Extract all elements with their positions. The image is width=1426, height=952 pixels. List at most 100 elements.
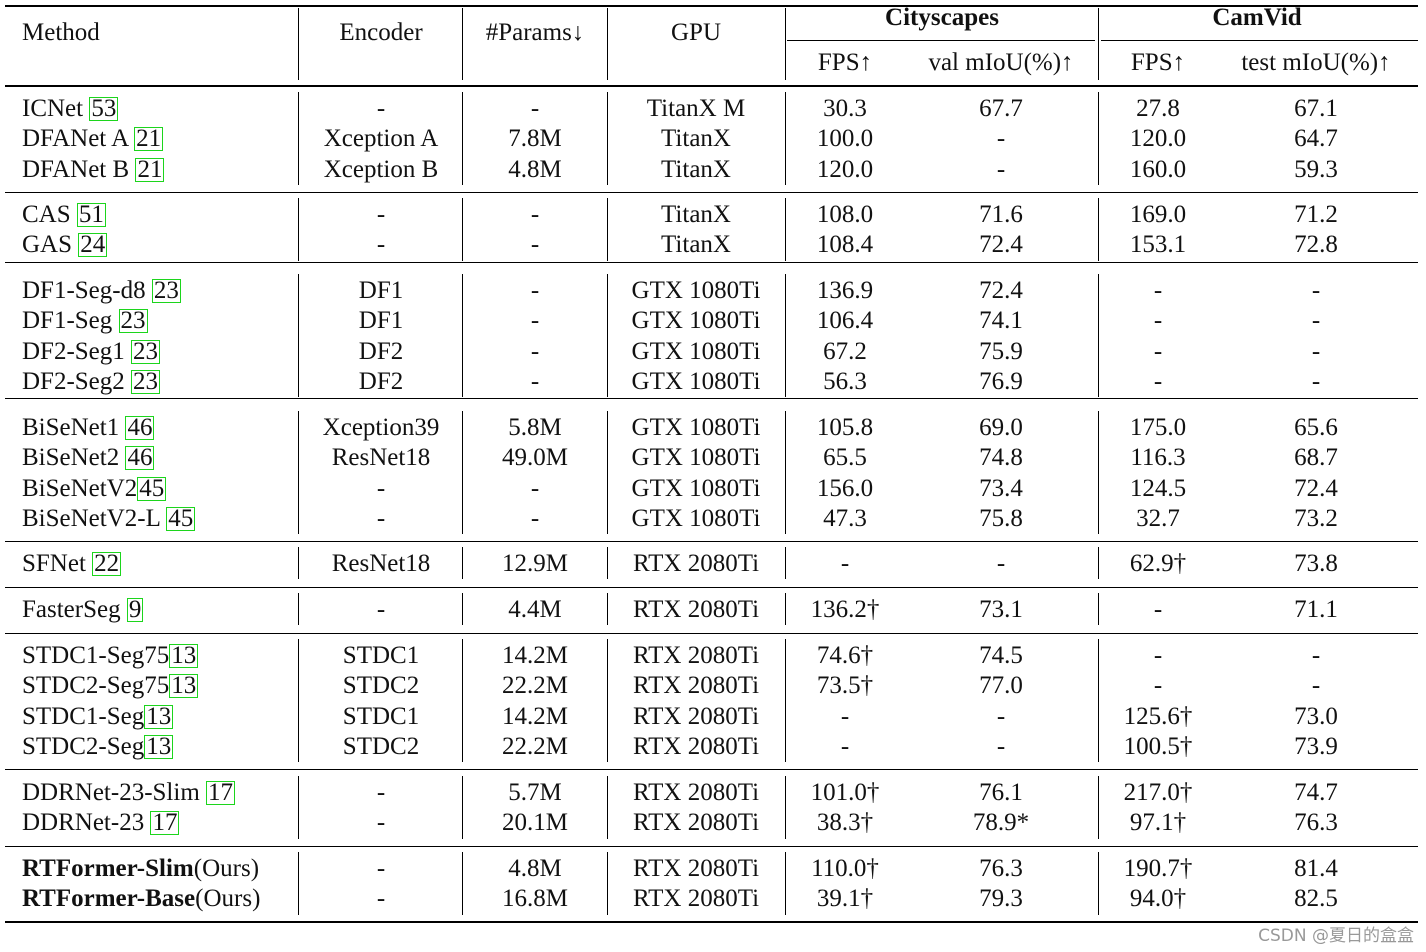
cam-fps-cell: 169.0 bbox=[1129, 201, 1187, 228]
column-divider bbox=[1098, 776, 1100, 839]
header-camvid: CamVid bbox=[1212, 4, 1302, 31]
gpu-cell: GTX 1080Ti bbox=[631, 367, 761, 395]
header-divider bbox=[462, 8, 464, 80]
gpu-cell: RTX 2080Ti bbox=[632, 702, 760, 730]
params-cell: 4.8M bbox=[508, 155, 562, 183]
citation-link[interactable]: 23 bbox=[131, 337, 161, 365]
column-divider bbox=[607, 92, 609, 185]
citation-link[interactable]: 23 bbox=[131, 367, 161, 395]
group-rule bbox=[5, 262, 1418, 264]
citation-link[interactable]: 51 bbox=[76, 201, 106, 228]
params-cell: 20.1M bbox=[502, 809, 568, 837]
city-miou-cell: 74.1 bbox=[979, 307, 1023, 335]
city-fps-cell: 74.6† bbox=[816, 642, 874, 669]
method-cell: RTFormer-Slim(Ours) bbox=[22, 854, 259, 884]
column-divider bbox=[1098, 639, 1100, 763]
encoder-cell: ResNet18 bbox=[331, 550, 431, 577]
city-fps-cell: 100.0 bbox=[816, 125, 874, 153]
gpu-cell: GTX 1080Ti bbox=[631, 277, 761, 304]
method-cell: CAS 51 bbox=[22, 200, 106, 230]
citation-link[interactable]: 13 bbox=[169, 672, 199, 700]
column-divider bbox=[462, 411, 464, 535]
cam-miou-cell: - bbox=[1311, 307, 1321, 335]
encoder-cell: DF2 bbox=[358, 367, 404, 395]
method-cell: DF2-Seg1 23 bbox=[22, 337, 161, 367]
method-cell: FasterSeg 9 bbox=[22, 595, 144, 625]
group-rule bbox=[5, 633, 1418, 635]
params-cell: 5.7M bbox=[508, 779, 562, 806]
column-divider bbox=[785, 92, 787, 185]
citation-link[interactable]: 13 bbox=[144, 732, 174, 760]
cam-fps-cell: - bbox=[1153, 642, 1163, 669]
citation-link[interactable]: 17 bbox=[150, 809, 180, 837]
cam-fps-cell: 100.5† bbox=[1123, 732, 1193, 760]
header-city-miou: val mIoU(%)↑ bbox=[928, 49, 1074, 76]
citation-link[interactable]: 21 bbox=[134, 125, 164, 153]
gpu-cell: RTX 2080Ti bbox=[632, 596, 760, 623]
citation-link[interactable]: 46 bbox=[125, 414, 155, 441]
group-rule bbox=[5, 846, 1418, 848]
citation-link[interactable]: 23 bbox=[118, 307, 148, 335]
city-miou-cell: 67.7 bbox=[979, 95, 1023, 122]
encoder-cell: - bbox=[376, 855, 386, 882]
citation-link[interactable]: 13 bbox=[144, 702, 174, 730]
cam-miou-cell: 68.7 bbox=[1294, 444, 1338, 472]
encoder-cell: DF1 bbox=[358, 277, 404, 304]
city-fps-cell: 67.2 bbox=[823, 337, 867, 365]
city-miou-cell: 69.0 bbox=[979, 414, 1023, 441]
encoder-cell: - bbox=[376, 231, 386, 259]
cam-fps-cell: 120.0 bbox=[1129, 125, 1187, 153]
encoder-cell: - bbox=[376, 885, 386, 913]
citation-link[interactable]: 45 bbox=[137, 474, 167, 502]
citation-link[interactable]: 21 bbox=[135, 155, 165, 183]
cam-miou-cell: 73.2 bbox=[1294, 504, 1338, 532]
city-miou-cell: 71.6 bbox=[979, 201, 1023, 228]
citation-link[interactable]: 46 bbox=[125, 444, 155, 472]
encoder-cell: STDC2 bbox=[342, 732, 420, 760]
city-miou-cell: 73.1 bbox=[979, 596, 1023, 623]
gpu-cell: RTX 2080Ti bbox=[632, 779, 760, 806]
citation-link[interactable]: 24 bbox=[78, 231, 108, 259]
city-fps-cell: 105.8 bbox=[816, 414, 874, 441]
column-divider bbox=[785, 547, 787, 580]
citation-link[interactable]: 17 bbox=[206, 779, 236, 806]
header-divider bbox=[1098, 8, 1100, 80]
citation-link[interactable]: 45 bbox=[166, 504, 196, 532]
method-cell: BiSeNet2 46 bbox=[22, 443, 155, 473]
cam-fps-cell: - bbox=[1153, 672, 1163, 700]
cam-miou-cell: 82.5 bbox=[1294, 885, 1338, 913]
method-cell: BiSeNetV245 bbox=[22, 474, 167, 504]
citation-link[interactable]: 22 bbox=[92, 550, 122, 577]
method-cell: DDRNet-23 17 bbox=[22, 808, 180, 838]
params-cell: - bbox=[530, 504, 540, 532]
method-name: BiSeNetV2 bbox=[22, 474, 138, 502]
column-divider bbox=[1098, 593, 1100, 626]
cam-miou-cell: - bbox=[1311, 672, 1321, 700]
gpu-cell: GTX 1080Ti bbox=[631, 444, 761, 472]
gpu-cell: RTX 2080Ti bbox=[632, 550, 760, 577]
city-fps-cell: 108.0 bbox=[816, 201, 874, 228]
header-cityscapes: Cityscapes bbox=[885, 4, 999, 31]
citation-link[interactable]: 9 bbox=[126, 596, 144, 623]
method-name: DFANet A bbox=[22, 125, 135, 153]
citation-link[interactable]: 53 bbox=[89, 95, 119, 122]
header-rule bbox=[5, 85, 1418, 87]
citation-link[interactable]: 23 bbox=[151, 277, 181, 304]
city-fps-cell: 30.3 bbox=[823, 95, 867, 122]
gpu-cell: RTX 2080Ti bbox=[632, 672, 760, 700]
cam-miou-cell: 73.8 bbox=[1294, 550, 1338, 577]
encoder-cell: DF1 bbox=[358, 307, 404, 335]
column-divider bbox=[298, 92, 300, 185]
gpu-cell: GTX 1080Ti bbox=[631, 307, 761, 335]
column-divider bbox=[607, 274, 609, 398]
encoder-cell: Xception B bbox=[323, 155, 439, 183]
city-miou-cell: 72.4 bbox=[979, 277, 1023, 304]
method-cell: SFNet 22 bbox=[22, 549, 122, 579]
method-name: RTFormer-Base bbox=[22, 885, 196, 913]
column-divider bbox=[1098, 411, 1100, 535]
cityscapes-rule bbox=[787, 40, 1095, 42]
citation-link[interactable]: 13 bbox=[169, 642, 199, 669]
column-divider bbox=[1098, 198, 1100, 261]
column-divider bbox=[1098, 852, 1100, 915]
